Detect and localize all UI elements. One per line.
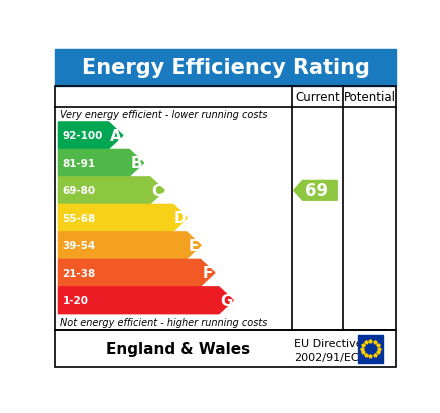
Text: Very energy efficient - lower running costs: Very energy efficient - lower running co… — [60, 110, 268, 120]
Polygon shape — [59, 178, 164, 204]
Text: 39-54: 39-54 — [62, 241, 96, 251]
Text: G: G — [220, 293, 232, 308]
Polygon shape — [294, 181, 337, 201]
Bar — [55, 50, 396, 87]
Polygon shape — [59, 150, 143, 177]
Polygon shape — [59, 287, 233, 314]
Text: A: A — [110, 128, 121, 143]
Text: B: B — [131, 156, 142, 171]
Bar — [55, 330, 396, 368]
Text: 1-20: 1-20 — [62, 296, 88, 306]
Polygon shape — [59, 123, 123, 150]
Text: Energy Efficiency Rating: Energy Efficiency Rating — [81, 58, 370, 78]
Text: 81-91: 81-91 — [62, 159, 95, 169]
Text: England & Wales: England & Wales — [106, 341, 250, 356]
Text: 69: 69 — [305, 182, 328, 200]
Text: Potential: Potential — [344, 91, 396, 104]
Text: 69-80: 69-80 — [62, 186, 95, 196]
Text: 21-38: 21-38 — [62, 268, 96, 278]
Text: Not energy efficient - higher running costs: Not energy efficient - higher running co… — [60, 317, 268, 327]
Text: 92-100: 92-100 — [62, 131, 103, 141]
Text: E: E — [189, 238, 199, 253]
Text: 2002/91/EC: 2002/91/EC — [294, 352, 358, 362]
Text: C: C — [151, 183, 163, 198]
Polygon shape — [59, 232, 201, 259]
Polygon shape — [59, 205, 187, 232]
Text: EU Directive: EU Directive — [294, 338, 362, 348]
Text: Current: Current — [295, 91, 340, 104]
Polygon shape — [59, 260, 215, 287]
Text: F: F — [202, 266, 213, 280]
Text: 55-68: 55-68 — [62, 213, 96, 223]
Bar — [55, 87, 396, 330]
Text: D: D — [174, 211, 187, 226]
Bar — [358, 335, 383, 363]
